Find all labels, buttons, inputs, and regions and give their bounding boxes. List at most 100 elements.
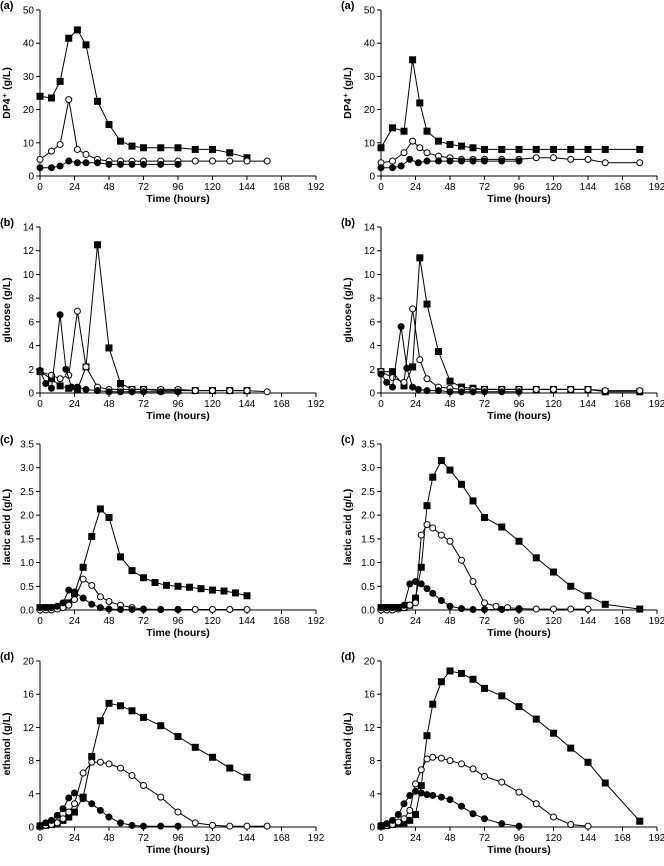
- data-point: [56, 311, 64, 319]
- series-filled_circle: [36, 311, 182, 396]
- y-tick-label: 0: [28, 823, 34, 834]
- x-tick-label: 48: [103, 833, 115, 844]
- data-point: [71, 596, 78, 604]
- data-point: [73, 26, 81, 34]
- data-point: [56, 162, 64, 170]
- data-point: [174, 144, 182, 152]
- x-tick-label: 0: [378, 182, 384, 193]
- data-point: [48, 147, 55, 155]
- y-tick-label: 0.5: [361, 582, 375, 593]
- data-point: [469, 675, 477, 683]
- data-point: [446, 537, 454, 545]
- data-point: [446, 466, 454, 474]
- y-tick-label: 14: [23, 223, 35, 234]
- data-point: [397, 323, 405, 331]
- data-point: [567, 385, 575, 393]
- data-point: [437, 678, 445, 686]
- x-tick-label: 168: [614, 182, 631, 193]
- x-tick-label: 168: [273, 182, 290, 193]
- y-axis-label: DP4⁺ (g/L): [342, 67, 354, 119]
- y-tick-label: 40: [364, 39, 376, 50]
- x-tick-label: 168: [614, 399, 631, 410]
- panel-label: (a): [341, 0, 355, 12]
- series-line: [380, 670, 641, 827]
- data-point: [437, 754, 445, 762]
- data-point: [469, 497, 477, 505]
- y-tick-label: 10: [364, 138, 376, 149]
- y-axis-label: ethanol (g/L): [342, 713, 354, 776]
- y-tick-label: 50: [23, 6, 35, 17]
- chart-a-left: 0 10 20 30 40 50 0 24 48 72 96 120 144 168 192 Time (ho…: [0, 0, 325, 205]
- data-point: [636, 387, 644, 395]
- data-point: [197, 585, 205, 593]
- data-point: [446, 388, 454, 396]
- x-tick-label: 0: [37, 833, 43, 844]
- data-point: [36, 155, 44, 163]
- data-point: [117, 764, 124, 772]
- x-tick-label: 120: [204, 616, 221, 627]
- data-point: [209, 606, 216, 614]
- data-point: [429, 524, 437, 532]
- y-tick-label: 20: [364, 105, 376, 116]
- data-point: [584, 155, 592, 163]
- x-tick-label: 120: [545, 833, 562, 844]
- data-point: [68, 383, 76, 391]
- data-point: [389, 383, 396, 391]
- data-point: [406, 580, 414, 588]
- data-point: [414, 385, 422, 393]
- data-point: [140, 160, 147, 168]
- data-point: [446, 757, 454, 765]
- series-filled_circle: [36, 586, 182, 614]
- series-line: [39, 792, 178, 827]
- data-point: [515, 145, 523, 153]
- y-tick-label: 8: [28, 294, 34, 305]
- data-point: [174, 808, 182, 816]
- y-tick-label: 0.0: [361, 606, 375, 617]
- data-point: [406, 601, 414, 609]
- series-filled_square: [377, 56, 644, 153]
- data-point: [409, 56, 417, 64]
- data-point: [567, 155, 575, 163]
- x-tick-label: 48: [103, 616, 115, 627]
- x-tick-label: 72: [479, 833, 491, 844]
- x-tick-label: 24: [410, 399, 422, 410]
- data-point: [532, 154, 540, 162]
- x-tick-label: 24: [69, 399, 81, 410]
- data-point: [412, 599, 419, 607]
- data-point: [437, 597, 445, 605]
- data-point: [73, 307, 81, 315]
- data-point: [128, 821, 136, 829]
- data-point: [389, 164, 396, 172]
- data-point: [71, 588, 78, 596]
- data-point: [226, 157, 234, 165]
- data-point: [65, 794, 73, 802]
- data-point: [515, 537, 523, 545]
- data-point: [73, 145, 81, 153]
- series-filled_circle: [36, 157, 182, 172]
- x-tick-label: 168: [273, 616, 290, 627]
- data-point: [53, 819, 61, 827]
- data-point: [550, 813, 557, 821]
- data-point: [394, 604, 402, 612]
- data-point: [186, 583, 193, 591]
- data-point: [481, 599, 488, 607]
- data-point: [105, 388, 113, 396]
- data-point: [481, 684, 488, 692]
- data-point: [437, 457, 445, 465]
- data-point: [423, 375, 431, 383]
- data-point: [435, 387, 442, 395]
- data-point: [88, 581, 96, 589]
- data-point: [406, 806, 414, 814]
- y-tick-label: 16: [364, 690, 376, 701]
- y-tick-label: 20: [364, 657, 376, 668]
- data-point: [394, 811, 402, 819]
- data-point: [191, 743, 199, 751]
- x-tick-label: 120: [204, 182, 221, 193]
- data-point: [446, 377, 454, 385]
- data-point: [243, 157, 251, 165]
- data-point: [96, 806, 104, 814]
- data-point: [412, 780, 419, 788]
- data-point: [389, 816, 396, 824]
- series-filled_circle: [377, 578, 523, 614]
